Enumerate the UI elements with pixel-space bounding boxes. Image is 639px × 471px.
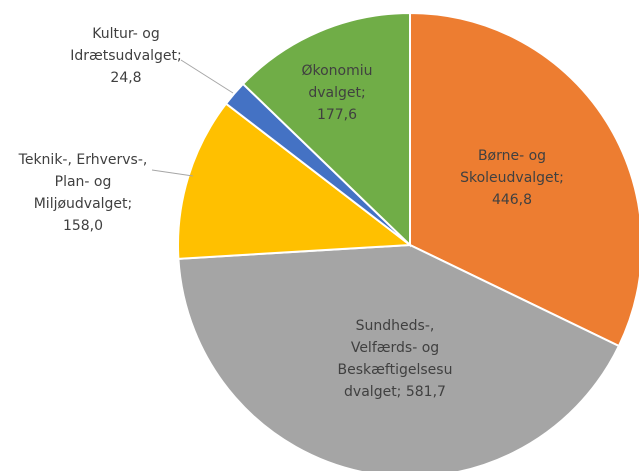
leader-line-kultur-idraet (180, 59, 234, 94)
data-label-kultur-idraet: Kultur- og Idrætsudvalget; 24,8 (70, 26, 182, 86)
slice-borne-skole (409, 11, 639, 348)
pie-slices (177, 11, 639, 471)
slice-sundhed-velfaerd (177, 243, 621, 471)
data-label-okonomi: Økonomiu dvalget; 177,6 (301, 63, 372, 123)
data-label-borne-skole: Børne- og Skoleudvalget; 446,8 (460, 148, 564, 208)
leader-lines (151, 59, 234, 177)
slice-teknik-miljo (177, 102, 413, 260)
slice-okonomi (241, 11, 411, 248)
data-label-sundhed-velfaerd: Sundheds-, Velfærds- og Beskæftigelsesu dva… (338, 318, 453, 400)
data-label-teknik-miljo: Teknik-, Erhvervs-, Plan- og Miljøudvalget… (18, 152, 148, 234)
slice-labels: Børne- og Skoleudvalget; 446,8 Sundheds-, Ve… (18, 26, 564, 400)
leader-line-teknik-miljo (151, 169, 194, 177)
